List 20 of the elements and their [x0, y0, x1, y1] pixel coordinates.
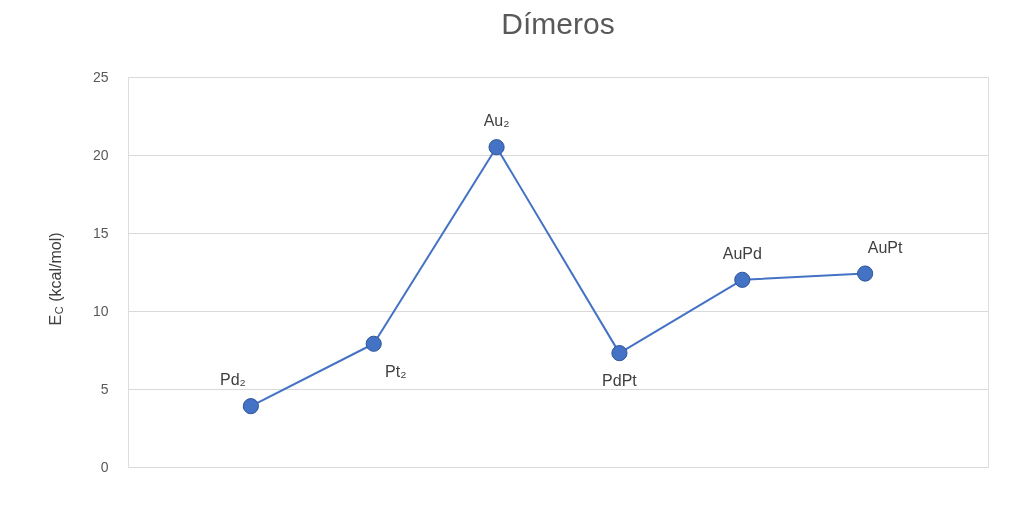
annotation: AuPt — [867, 238, 904, 256]
annotation: Au₂ — [483, 112, 510, 130]
point — [734, 271, 751, 288]
y-tick-label: 25 — [92, 68, 109, 85]
point — [242, 398, 259, 415]
point — [365, 335, 382, 352]
y-tick-label: 10 — [92, 302, 109, 319]
point — [488, 139, 505, 156]
annotation: PdPt — [602, 372, 638, 390]
y-tick-label: 0 — [100, 458, 109, 475]
y-axis-title: EC (kcal/mol) — [47, 232, 65, 326]
chart-title: Dímeros — [501, 7, 615, 40]
point — [857, 265, 874, 282]
point — [611, 345, 628, 362]
annotation: Pt₂ — [385, 362, 407, 380]
annotation: Pd₂ — [219, 371, 246, 389]
annotation: AuPd — [722, 244, 762, 262]
y-tick-label: 5 — [100, 380, 109, 397]
y-tick-label: 15 — [92, 224, 109, 241]
y-tick-label: 20 — [92, 146, 109, 163]
